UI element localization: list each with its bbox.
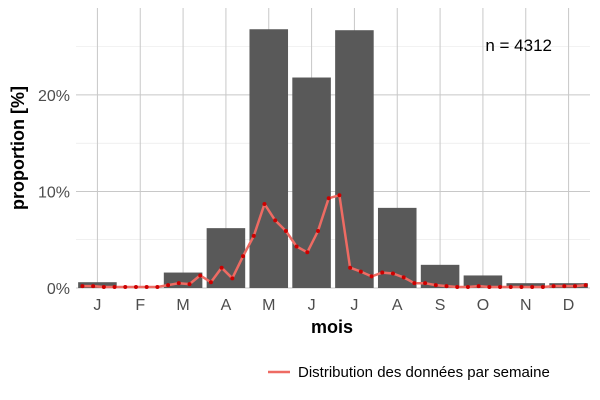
weekly-point xyxy=(198,273,203,278)
weekly-point xyxy=(91,284,96,289)
weekly-point xyxy=(101,285,106,290)
weekly-point xyxy=(283,229,288,234)
weekly-point xyxy=(176,281,181,286)
x-tick-label: J xyxy=(308,297,316,314)
weekly-point xyxy=(530,285,535,290)
weekly-line xyxy=(82,194,586,289)
x-tick-label: O xyxy=(477,297,489,314)
weekly-point xyxy=(348,265,353,270)
weekly-point xyxy=(551,284,556,289)
x-tick-label: J xyxy=(93,297,101,314)
weekly-point xyxy=(155,285,160,290)
x-tick-label: F xyxy=(135,297,145,314)
weekly-point xyxy=(498,285,503,290)
x-axis-title: mois xyxy=(311,317,353,337)
bar-10 xyxy=(463,275,503,288)
bar-6 xyxy=(292,77,331,288)
bar-9 xyxy=(420,264,460,288)
x-tick-label: D xyxy=(563,297,575,314)
weekly-line-layer xyxy=(80,193,588,290)
bar-5 xyxy=(249,29,289,288)
bar-11 xyxy=(506,283,546,288)
y-axis-title: proportion [%] xyxy=(8,86,28,210)
weekly-point xyxy=(241,254,246,259)
y-tick-labels: 0% 10% 20% xyxy=(38,88,70,298)
weekly-point xyxy=(476,284,481,289)
weekly-point xyxy=(219,265,224,270)
weekly-point xyxy=(508,285,513,290)
weekly-point xyxy=(444,284,449,289)
weekly-point xyxy=(133,285,138,290)
weekly-point xyxy=(540,285,545,290)
weekly-point xyxy=(294,244,299,249)
bars xyxy=(78,29,588,288)
weekly-point xyxy=(305,250,310,255)
weekly-point xyxy=(251,233,256,238)
y-tick-label: 10% xyxy=(38,184,70,201)
x-tick-label: M xyxy=(176,297,189,314)
weekly-point xyxy=(390,271,395,276)
bar-1 xyxy=(78,282,117,288)
x-tick-label: N xyxy=(520,297,532,314)
weekly-point xyxy=(326,196,331,201)
legend: Distribution des données par semaine xyxy=(268,364,550,381)
weekly-point xyxy=(380,270,385,275)
weekly-point xyxy=(401,275,406,280)
weekly-point xyxy=(573,284,578,289)
weekly-point xyxy=(187,282,192,287)
weekly-point xyxy=(487,285,492,290)
x-tick-label: A xyxy=(221,297,232,314)
x-tick-label: M xyxy=(262,297,275,314)
weekly-point xyxy=(273,218,278,223)
weekly-point xyxy=(455,285,460,290)
weekly-point xyxy=(80,284,85,289)
weekly-point xyxy=(112,285,117,290)
weekly-point xyxy=(166,283,171,288)
annotation-n: n = 4312 xyxy=(485,36,552,55)
weekly-point xyxy=(316,229,321,234)
weekly-point xyxy=(123,285,128,290)
weekly-point xyxy=(208,280,213,285)
x-tick-label: S xyxy=(435,297,446,314)
weekly-point xyxy=(412,281,417,286)
bar-7 xyxy=(335,30,374,288)
weekly-point xyxy=(519,285,524,290)
weekly-point xyxy=(583,283,588,288)
weekly-point xyxy=(433,283,438,288)
y-tick-label: 20% xyxy=(38,88,70,105)
weekly-point xyxy=(337,193,342,198)
weekly-point xyxy=(358,269,363,274)
weekly-point xyxy=(465,285,470,290)
weekly-point xyxy=(144,285,149,290)
x-tick-label: A xyxy=(392,297,403,314)
x-tick-label: J xyxy=(350,297,358,314)
weekly-point xyxy=(262,202,267,206)
weekly-point xyxy=(423,281,428,286)
legend-label: Distribution des données par semaine xyxy=(298,364,550,381)
weekly-point xyxy=(230,276,235,281)
weekly-point xyxy=(562,284,567,289)
weekly-point xyxy=(369,274,374,279)
y-tick-label: 0% xyxy=(47,281,70,298)
